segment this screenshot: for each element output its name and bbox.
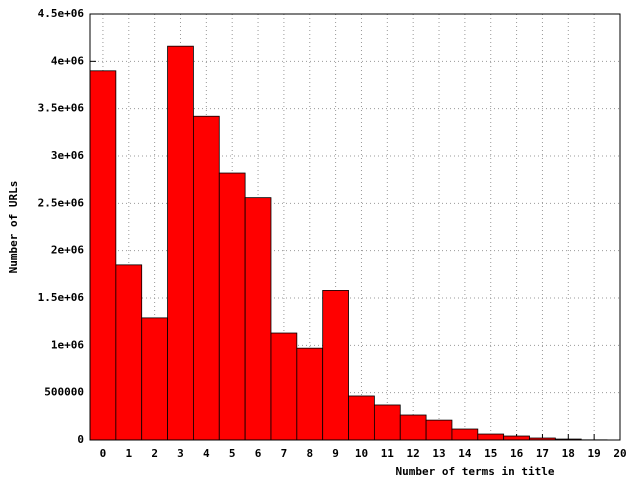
y-tick-label: 500000 [44,386,84,399]
bar [270,332,298,441]
y-tick-label: 4.5e+06 [38,7,85,20]
x-tick-label: 3 [177,447,184,460]
x-tick-label: 18 [562,447,575,460]
y-tick-label: 1.5e+06 [38,291,85,304]
bar [115,264,143,441]
x-tick-label: 5 [229,447,236,460]
bar [399,414,427,441]
x-tick-label: 0 [100,447,107,460]
bar [244,197,272,441]
bar [89,70,117,441]
x-tick-label: 11 [381,447,395,460]
bar [141,317,168,441]
x-axis-label: Number of terms in title [396,465,555,478]
bar [218,172,246,441]
y-tick-label: 4e+06 [51,54,84,67]
plot-frame [89,13,621,441]
y-tick-label: 1e+06 [51,338,84,351]
y-tick-label: 2e+06 [51,244,84,257]
y-axis-label: Number of URLs [7,181,20,274]
x-tick-label: 13 [432,447,445,460]
x-tick-label: 1 [125,447,132,460]
y-tick-label: 3.5e+06 [38,102,85,115]
bar [167,45,194,441]
x-tick-label: 10 [355,447,368,460]
x-tick-label: 9 [332,447,339,460]
x-tick-label: 14 [458,447,472,460]
x-tick-label: 19 [588,447,601,460]
bar [373,404,401,441]
x-tick-label: 20 [613,447,626,460]
bar [451,428,479,441]
y-tick-label: 2.5e+06 [38,196,85,209]
x-tick-label: 15 [484,447,497,460]
x-tick-label: 16 [510,447,524,460]
y-tick-label: 3e+06 [51,149,84,162]
x-tick-label: 7 [281,447,288,460]
bar [322,290,349,441]
x-tick-label: 4 [203,447,210,460]
bar [503,435,530,441]
x-tick-label: 12 [407,447,420,460]
bar [425,419,453,441]
x-tick-label: 8 [306,447,313,460]
y-tick-label: 0 [77,433,84,446]
bar [348,395,375,441]
x-tick-label: 6 [255,447,262,460]
bar [296,347,324,441]
bar [193,115,220,441]
bar [477,433,505,441]
x-tick-label: 17 [536,447,549,460]
x-tick-label: 2 [151,447,158,460]
